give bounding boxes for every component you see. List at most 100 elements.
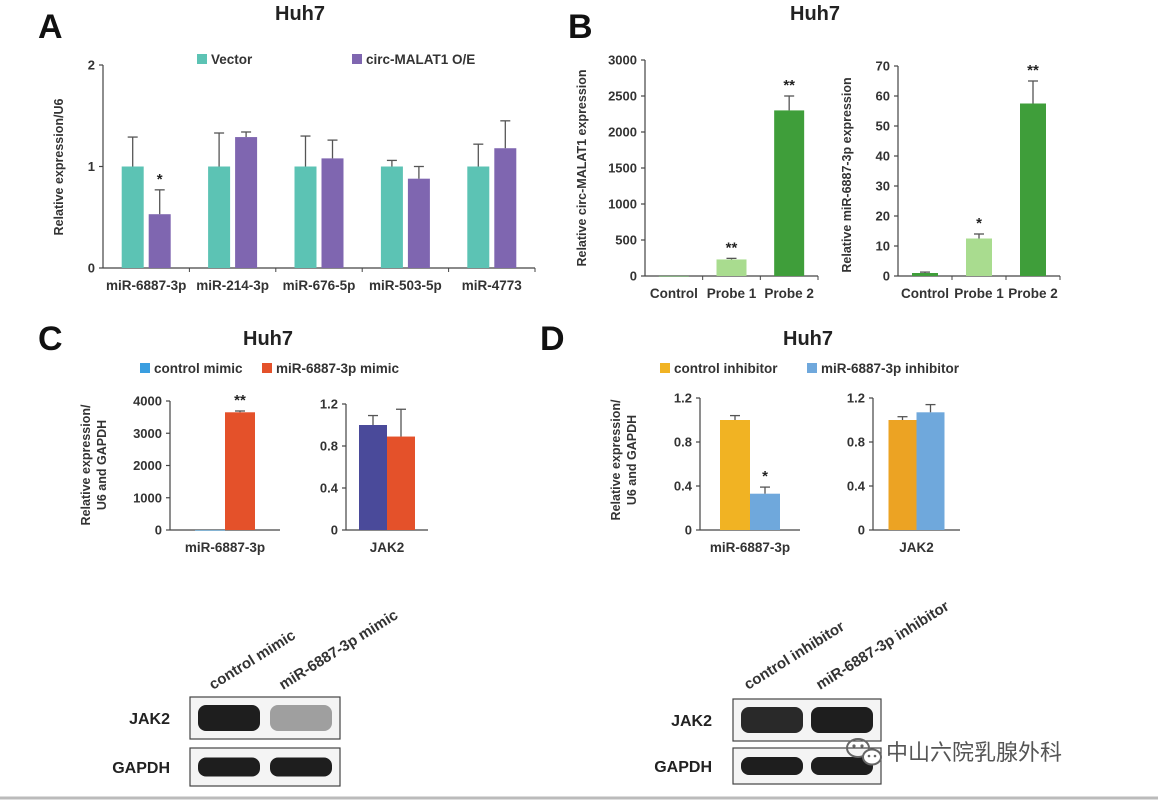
chart-d1-ylabel-line2: U6 and GAPDH: [625, 415, 639, 505]
y-tick-label: 2000: [133, 458, 162, 473]
y-tick-label: 30: [876, 179, 890, 194]
watermark: 中山六院乳腺外科: [846, 738, 1062, 766]
legend-c: control mimic miR-6887-3p mimic: [140, 361, 400, 376]
significance-marker: **: [726, 239, 738, 256]
panel-b-title: Huh7: [790, 3, 840, 25]
blot-lane-label: miR-6887-3p mimic: [276, 607, 401, 694]
y-tick-label: 0: [883, 269, 890, 284]
chart-d1-ylabel-line1: Relative expression/: [609, 399, 623, 520]
bar: [1020, 103, 1046, 276]
y-tick-label: 2: [88, 58, 95, 73]
significance-marker: **: [1027, 62, 1039, 79]
chart-c1-ylabel-line1: Relative expression/: [79, 404, 93, 525]
panel-c-letter: C: [38, 320, 63, 358]
blot-band: [198, 757, 260, 777]
bar: [916, 412, 945, 530]
y-tick-label: 0.8: [320, 439, 338, 454]
blot-row-label: GAPDH: [112, 760, 170, 777]
bar: [148, 214, 171, 268]
legend-label: control mimic: [154, 361, 243, 376]
x-tick-label: miR-676-5p: [283, 278, 356, 293]
y-tick-label: 60: [876, 89, 890, 104]
significance-marker: *: [762, 468, 768, 485]
bar: [658, 275, 689, 277]
y-tick-label: 0: [331, 523, 338, 538]
bar: [966, 238, 992, 276]
blot-band: [270, 757, 332, 777]
legend-label: Vector: [211, 52, 253, 67]
bar: [225, 412, 255, 530]
y-tick-label: 0.8: [847, 435, 865, 450]
significance-marker: *: [976, 215, 982, 232]
legend-label: control inhibitor: [674, 361, 778, 376]
y-tick-label: 0: [858, 523, 865, 538]
y-tick-label: 2000: [608, 125, 637, 140]
panel-c-title: Huh7: [243, 328, 293, 350]
bar: [774, 110, 805, 277]
x-tick-label: Probe 1: [954, 286, 1004, 301]
y-tick-label: 0.4: [320, 481, 339, 496]
y-tick-label: 1: [88, 159, 95, 174]
y-tick-label: 1.2: [847, 391, 865, 406]
y-tick-label: 40: [876, 149, 890, 164]
legend-a: Vector circ-MALAT1 O/E: [197, 52, 475, 67]
wechat-icon: [846, 738, 882, 766]
legend-d: control inhibitor miR-6887-3p inhibitor: [660, 361, 960, 376]
x-tick-label: Probe 2: [764, 286, 814, 301]
y-tick-label: 1.2: [320, 397, 338, 412]
x-tick-label: JAK2: [370, 540, 405, 555]
y-tick-label: 0: [685, 523, 692, 538]
bar: [208, 166, 231, 268]
y-tick-label: 2500: [608, 89, 637, 104]
chart-a-ylabel: Relative expression/U6: [52, 99, 66, 236]
blot-band: [811, 757, 873, 775]
bar: [720, 420, 750, 530]
legend-swatch: [352, 54, 362, 64]
blot-row-label: JAK2: [671, 713, 712, 730]
panel-a-letter: A: [38, 8, 63, 46]
y-tick-label: 1000: [133, 490, 162, 505]
y-tick-label: 0: [155, 523, 162, 538]
bar: [912, 273, 938, 276]
legend-swatch: [807, 363, 817, 373]
bar: [407, 178, 430, 268]
blot-band: [741, 706, 803, 734]
bar: [121, 166, 144, 268]
y-tick-label: 4000: [133, 394, 162, 409]
x-tick-label: miR-6887-3p: [710, 540, 790, 555]
chart-d2: 0 0.4 0.8 1.2 JAK2: [847, 391, 960, 555]
bar: [387, 436, 415, 530]
y-tick-label: 0.4: [847, 479, 866, 494]
x-tick-label: miR-6887-3p: [106, 278, 186, 293]
blot-row-label: JAK2: [129, 711, 170, 728]
legend-label: miR-6887-3p mimic: [276, 361, 400, 376]
y-tick-label: 0: [630, 269, 637, 284]
legend-label: miR-6887-3p inhibitor: [821, 361, 960, 376]
y-tick-label: 50: [876, 119, 890, 134]
legend-swatch: [140, 363, 150, 373]
panel-d-title: Huh7: [783, 328, 833, 350]
significance-marker: **: [234, 392, 246, 409]
bar: [716, 259, 747, 276]
chart-c1-ylabel-line2: U6 and GAPDH: [95, 420, 109, 510]
y-tick-label: 3000: [133, 426, 162, 441]
x-tick-label: Probe 2: [1008, 286, 1058, 301]
blot-row-label: GAPDH: [654, 759, 712, 776]
bar: [235, 137, 258, 268]
bar: [195, 529, 225, 531]
watermark-text: 中山六院乳腺外科: [886, 740, 1062, 765]
x-tick-label: miR-503-5p: [369, 278, 442, 293]
bar: [750, 493, 780, 530]
significance-marker: *: [157, 171, 163, 188]
significance-marker: **: [783, 77, 795, 94]
y-tick-label: 1000: [608, 197, 637, 212]
bar: [494, 148, 517, 268]
x-tick-label: miR-4773: [462, 278, 523, 293]
y-tick-label: 70: [876, 59, 890, 74]
legend-swatch: [262, 363, 272, 373]
legend-swatch: [660, 363, 670, 373]
y-tick-label: 1500: [608, 161, 637, 176]
x-tick-label: Control: [650, 286, 698, 301]
bar: [321, 158, 344, 268]
y-tick-label: 20: [876, 209, 890, 224]
